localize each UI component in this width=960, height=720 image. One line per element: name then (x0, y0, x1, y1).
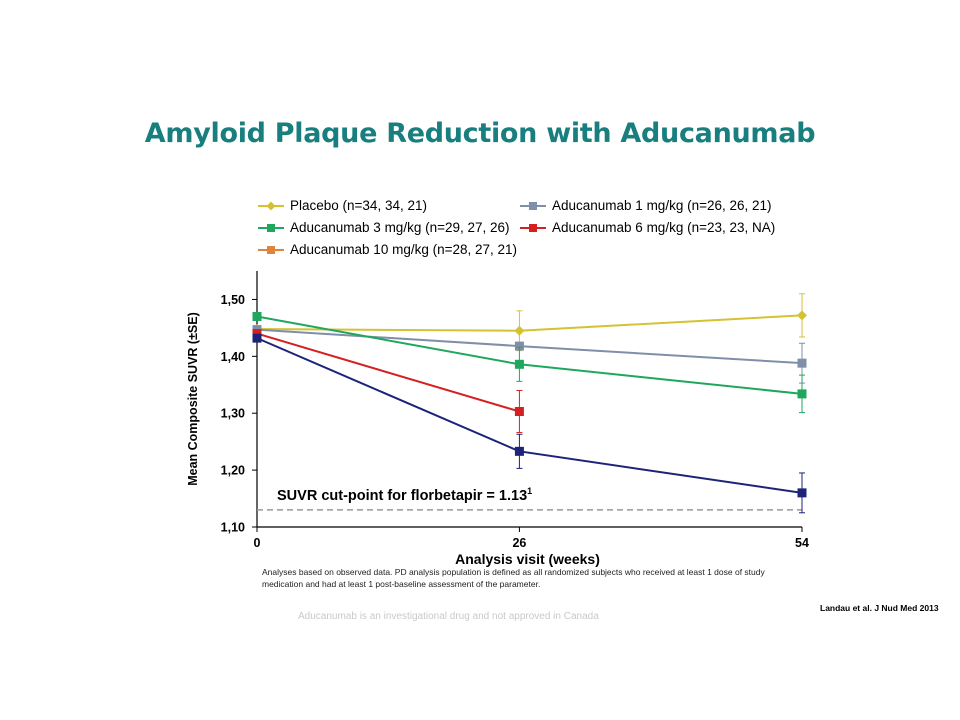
data-point-4-1 (514, 446, 524, 456)
legend-item-6mg: Aducanumab 6 mg/kg (n=23, 23, NA) (520, 220, 775, 235)
footnote: Analyses based on observed data. PD anal… (262, 567, 765, 589)
data-point-3-0 (252, 329, 262, 339)
legend-item-3mg: Aducanumab 3 mg/kg (n=29, 27, 26) (258, 220, 510, 235)
citation: Landau et al. J Nud Med 2013 (820, 603, 939, 613)
data-point-0-1 (514, 325, 525, 336)
cutpoint-label: SUVR cut-point for florbetapir = 1.131 (277, 486, 532, 504)
1mg-marker-icon (520, 201, 546, 210)
x-tick-label: 26 (512, 536, 526, 550)
y-tick-label: 1,20 (221, 464, 245, 478)
data-point-4-2 (797, 488, 807, 498)
data-point-0-2 (797, 310, 807, 321)
data-point-2-0 (252, 312, 262, 322)
data-point-3-1 (514, 407, 524, 417)
series-line-2 (256, 315, 803, 395)
placebo-marker-icon (258, 201, 284, 210)
3mg-marker-icon (258, 223, 284, 232)
data-point-1-1 (514, 341, 524, 351)
data-point-1-2 (797, 358, 807, 368)
legend-label-1mg: Aducanumab 1 mg/kg (n=26, 26, 21) (552, 198, 772, 213)
legend-item-1mg: Aducanumab 1 mg/kg (n=26, 26, 21) (520, 198, 772, 213)
data-point-2-1 (514, 359, 524, 369)
legend-item-10mg: Aducanumab 10 mg/kg (n=28, 27, 21) (258, 242, 517, 257)
x-tick-label: 0 (254, 536, 261, 550)
x-axis-title: Analysis visit (weeks) (455, 551, 600, 567)
slide-title: Amyloid Plaque Reduction with Aducanumab (144, 118, 816, 149)
legend-item-placebo: Placebo (n=34, 34, 21) (258, 198, 427, 213)
y-tick-label: 1,10 (221, 521, 245, 535)
x-tick-label: 54 (795, 536, 809, 550)
data-point-4-0 (252, 333, 262, 343)
y-tick-label: 1,40 (221, 350, 245, 364)
disclaimer-text: Aducanumab is an investigational drug an… (298, 611, 599, 622)
series-line-3 (256, 332, 520, 413)
legend-label-3mg: Aducanumab 3 mg/kg (n=29, 27, 26) (290, 220, 510, 235)
10mg-marker-icon (258, 245, 284, 254)
legend-label-placebo: Placebo (n=34, 34, 21) (290, 198, 427, 213)
series-line-4 (256, 337, 803, 494)
y-axis-title: Mean Composite SUVR (±SE) (186, 312, 200, 486)
chart-legend: Placebo (n=34, 34, 21) Aducanumab 1 mg/k… (258, 198, 818, 264)
y-tick-label: 1,30 (221, 407, 245, 421)
6mg-marker-icon (520, 223, 546, 232)
legend-label-10mg: Aducanumab 10 mg/kg (n=28, 27, 21) (290, 242, 518, 257)
series-line-0 (256, 314, 803, 332)
data-point-2-2 (797, 389, 807, 399)
legend-label-6mg: Aducanumab 6 mg/kg (n=23, 23, NA) (552, 220, 776, 235)
y-tick-label: 1,50 (221, 293, 245, 307)
